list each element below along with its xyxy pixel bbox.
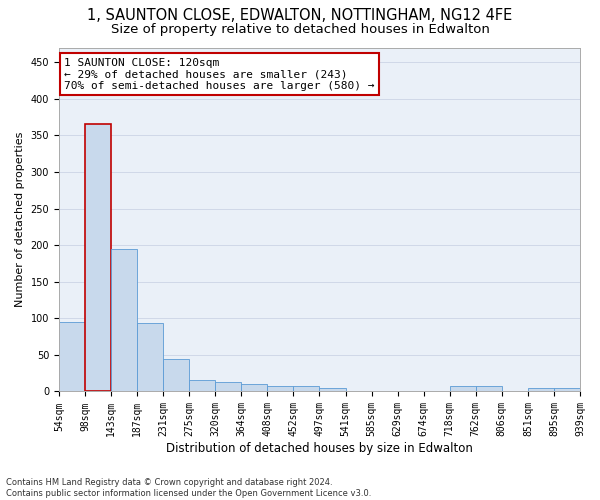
- Bar: [189, 380, 215, 392]
- Y-axis label: Number of detached properties: Number of detached properties: [15, 132, 25, 307]
- Bar: [319, 388, 346, 392]
- Bar: [476, 386, 502, 392]
- Bar: [293, 386, 319, 392]
- Bar: [554, 388, 580, 392]
- Bar: [528, 388, 554, 392]
- Bar: [59, 322, 85, 392]
- Bar: [346, 390, 371, 392]
- Text: Size of property relative to detached houses in Edwalton: Size of property relative to detached ho…: [110, 22, 490, 36]
- Text: 1 SAUNTON CLOSE: 120sqm
← 29% of detached houses are smaller (243)
70% of semi-d: 1 SAUNTON CLOSE: 120sqm ← 29% of detache…: [64, 58, 374, 91]
- Text: 1, SAUNTON CLOSE, EDWALTON, NOTTINGHAM, NG12 4FE: 1, SAUNTON CLOSE, EDWALTON, NOTTINGHAM, …: [88, 8, 512, 22]
- Bar: [215, 382, 241, 392]
- Bar: [241, 384, 268, 392]
- Bar: [450, 386, 476, 392]
- Bar: [137, 324, 163, 392]
- Bar: [268, 386, 293, 392]
- Bar: [163, 358, 189, 392]
- Text: Contains HM Land Registry data © Crown copyright and database right 2024.
Contai: Contains HM Land Registry data © Crown c…: [6, 478, 371, 498]
- Bar: [111, 249, 137, 392]
- Bar: [371, 390, 398, 392]
- Bar: [85, 124, 111, 392]
- X-axis label: Distribution of detached houses by size in Edwalton: Distribution of detached houses by size …: [166, 442, 473, 455]
